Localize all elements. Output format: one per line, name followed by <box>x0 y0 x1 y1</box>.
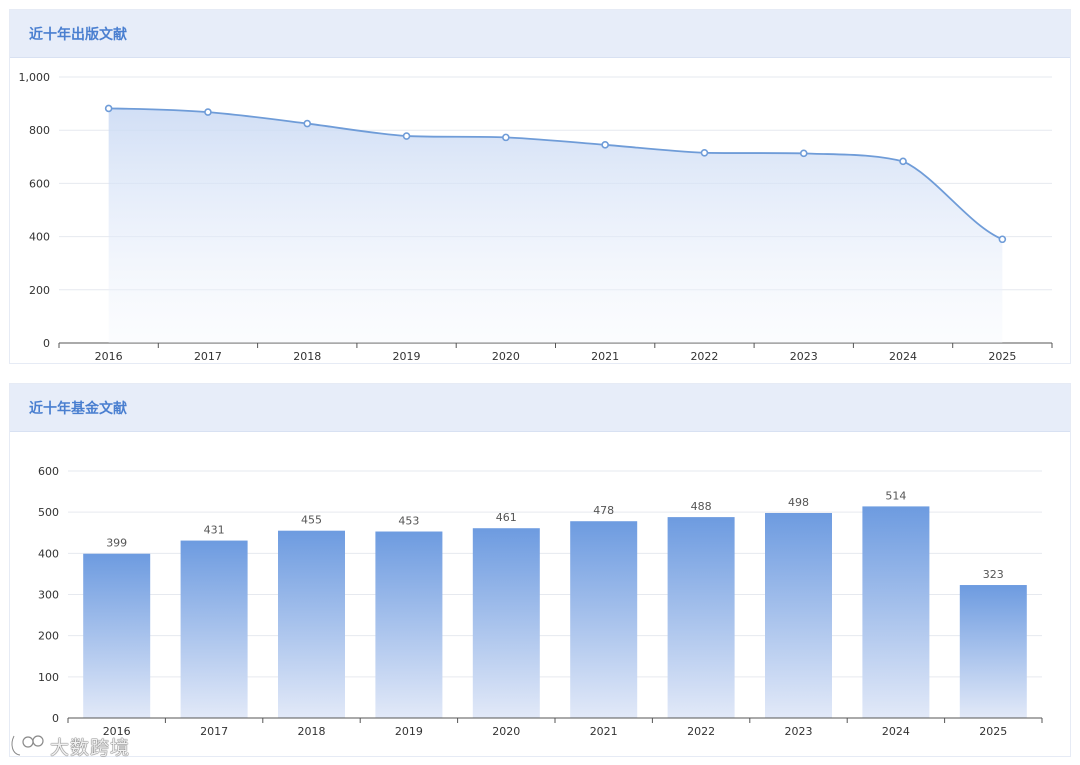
funded-panel: 近十年基金文献 0 100 200 300 400 500 600 399 431 455 453 4… <box>9 383 1071 757</box>
data-point <box>601 141 609 149</box>
bar <box>667 517 735 718</box>
y-tick-label: 200 <box>38 630 59 643</box>
bar-data-label: 514 <box>885 489 906 502</box>
x-tick-label: 2020 <box>492 350 520 363</box>
watermark: 大数跨境 <box>8 730 148 760</box>
y-tick-label: 600 <box>29 177 50 190</box>
x-tick-label: 2018 <box>298 725 326 738</box>
data-point <box>402 132 411 140</box>
y-tick-label: 300 <box>38 589 59 602</box>
y-tick-label: 0 <box>43 337 50 350</box>
bar <box>278 530 345 718</box>
bar <box>862 506 930 718</box>
data-point <box>700 149 709 157</box>
bar <box>375 531 443 718</box>
bar-data-label: 478 <box>593 504 614 517</box>
x-tick-label: 2025 <box>988 350 1016 363</box>
x-tick-label: 2023 <box>785 725 813 738</box>
brand-logo-icon <box>10 735 44 757</box>
data-point <box>799 149 808 158</box>
bar <box>83 553 151 718</box>
publications-panel-header: 近十年出版文献 <box>10 10 1070 58</box>
bar-data-label: 431 <box>204 524 225 537</box>
x-tick-label: 2016 <box>95 350 123 363</box>
publications-panel-title: 近十年出版文献 <box>29 26 127 43</box>
publications-line-chart: 0 200 400 600 800 1,000 2016 2017 2018 2019 2020 20… <box>19 71 1053 363</box>
y-tick-label: 800 <box>29 124 50 137</box>
bar-data-label: 323 <box>983 568 1004 581</box>
y-tick-label: 1,000 <box>19 71 51 84</box>
x-tick-label: 2018 <box>293 350 321 363</box>
series-line <box>108 107 1003 241</box>
x-tick-label: 2016 <box>103 725 131 738</box>
bar-data-label: 488 <box>691 500 712 513</box>
y-tick-label: 600 <box>38 465 59 478</box>
data-point <box>204 108 212 116</box>
data-point <box>104 104 113 113</box>
data-point <box>899 157 907 166</box>
x-tick-label: 2024 <box>889 350 917 363</box>
x-tick-label: 2022 <box>687 725 715 738</box>
x-tick-label: 2025 <box>979 725 1007 738</box>
x-tick-label: 2017 <box>200 725 228 738</box>
x-tick-label: 2023 <box>790 350 818 363</box>
x-tick-label: 2021 <box>591 350 619 363</box>
y-tick-label: 0 <box>52 712 59 725</box>
data-point <box>502 133 510 142</box>
area-fill <box>108 108 1003 343</box>
y-tick-label: 500 <box>38 506 59 519</box>
publications-panel: 近十年出版文献 0 200 400 600 800 1,000 2016 2017 2018 20… <box>9 9 1071 364</box>
bar <box>472 528 540 718</box>
funded-bar-chart: 0 100 200 300 400 500 600 399 431 455 453 461 478 488… <box>38 465 1043 738</box>
bar <box>570 521 638 718</box>
x-tick-label: 2021 <box>590 725 618 738</box>
x-tick-label: 2022 <box>690 350 718 363</box>
x-tick-label: 2024 <box>882 725 910 738</box>
y-tick-label: 200 <box>29 284 50 297</box>
y-tick-label: 400 <box>29 231 50 244</box>
data-point <box>998 235 1007 244</box>
x-tick-label: 2020 <box>492 725 520 738</box>
data-point <box>303 119 312 128</box>
bar-data-label: 453 <box>398 515 419 528</box>
x-tick-label: 2019 <box>395 725 423 738</box>
bar-data-label: 399 <box>106 537 127 550</box>
bar-data-label: 498 <box>788 496 809 509</box>
bar <box>959 585 1027 718</box>
x-tick-label: 2019 <box>393 350 421 363</box>
y-tick-label: 100 <box>38 671 59 684</box>
x-tick-label: 2017 <box>194 350 222 363</box>
funded-panel-header: 近十年基金文献 <box>10 384 1070 432</box>
bar-data-label: 455 <box>301 514 322 527</box>
bar <box>180 540 248 718</box>
bar <box>765 512 832 718</box>
bar-data-label: 461 <box>496 511 517 524</box>
watermark-text: 大数跨境 <box>50 737 131 759</box>
funded-panel-title: 近十年基金文献 <box>29 400 127 417</box>
y-tick-label: 400 <box>38 547 59 560</box>
